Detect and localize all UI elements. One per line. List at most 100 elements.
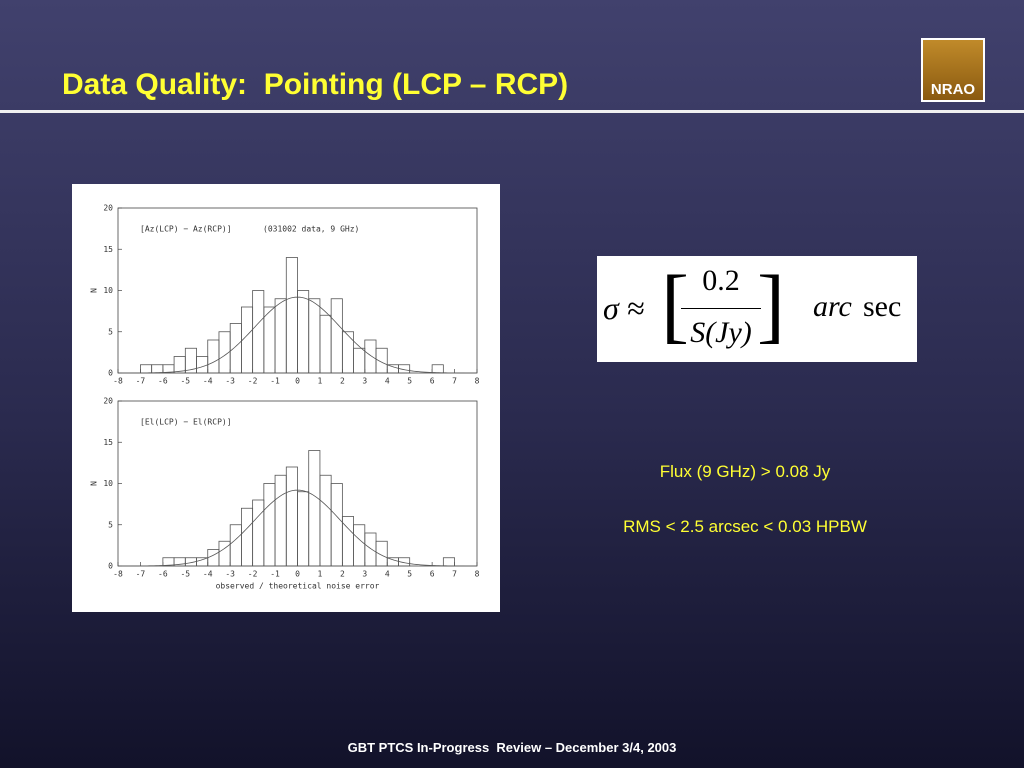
y-tick-label: 20 (103, 204, 113, 213)
x-tick-label: -5 (180, 570, 190, 579)
x-tick-label: 2 (340, 570, 345, 579)
x-tick-label: 4 (385, 377, 390, 386)
footer: GBT PTCS In-Progress Review – December 3… (347, 740, 677, 755)
histogram-bar (151, 364, 164, 374)
histogram-bar (341, 331, 354, 374)
histogram-bar (442, 557, 455, 567)
histogram-bar (364, 339, 377, 374)
histogram-bar (274, 298, 287, 374)
x-tick-label: -2 (248, 377, 258, 386)
histogram-bar (207, 549, 220, 567)
formula: σ ≈ [ ] 0.2 S(Jy) arc sec (597, 256, 917, 362)
title-rule (0, 110, 1024, 113)
histogram-bar (308, 298, 321, 374)
y-tick-label: 20 (103, 397, 113, 406)
x-tick-label: 7 (452, 377, 457, 386)
unit: sec (863, 290, 902, 323)
x-tick-label: -5 (180, 377, 190, 386)
fraction-bar (681, 308, 761, 309)
x-tick-label: 6 (430, 377, 435, 386)
x-tick-label: -3 (225, 377, 235, 386)
histogram-bar (319, 314, 332, 374)
y-tick-label: 5 (108, 327, 113, 336)
x-tick-label: -6 (158, 377, 168, 386)
histogram-bar (274, 474, 287, 567)
histogram-bar (319, 474, 332, 567)
x-tick-label: 0 (295, 570, 300, 579)
histogram-bar (252, 290, 265, 374)
histogram-bar (263, 483, 276, 567)
histogram-bar (431, 364, 444, 374)
histogram-bar (297, 290, 310, 374)
x-tick-label: -7 (136, 570, 146, 579)
note: Flux (9 GHz) > 0.08 Jy (659, 462, 831, 481)
annotation: [Az(LCP) − Az(RCP)] (140, 225, 232, 234)
histogram-bar (241, 306, 254, 374)
fit-curve (118, 296, 477, 374)
histogram-bar (196, 557, 209, 567)
histogram-bar (398, 364, 411, 374)
y-tick-label: 0 (108, 562, 113, 571)
histogram-bar (375, 347, 388, 374)
y-tick-label: 15 (103, 438, 113, 447)
x-tick-label: 3 (362, 570, 367, 579)
histogram-bar (353, 347, 366, 374)
x-tick-label: 8 (475, 377, 480, 386)
histogram-bar (196, 356, 209, 374)
histogram-bar (207, 339, 220, 374)
slide-title: Data Quality: Pointing (LCP – RCP) (62, 68, 569, 101)
x-tick-label: 0 (295, 377, 300, 386)
histogram-bar (364, 532, 377, 567)
x-tick-label: 7 (452, 570, 457, 579)
denominator: S(Jy) (690, 316, 752, 349)
y-tick-label: 5 (108, 520, 113, 529)
unit-italic: arc (813, 290, 852, 323)
histogram-bar (263, 306, 276, 374)
x-tick-label: -8 (113, 377, 123, 386)
histogram-bar (353, 524, 366, 567)
numerator: 0.2 (702, 264, 740, 297)
x-tick-label: 3 (362, 377, 367, 386)
histogram-bar (241, 507, 254, 567)
x-tick-label: -1 (270, 570, 280, 579)
histogram-bar (229, 323, 242, 374)
histogram-bar (398, 557, 411, 567)
histogram-bar (330, 483, 343, 567)
histogram-bar (252, 499, 265, 567)
histogram-bar (285, 466, 298, 567)
chart-panel: -8 -7 -6 -5 -4 -3 -2 -1 0 1 2 3 4 5 6 7 8 0 5 10 15 20 N [Az(LC… (72, 184, 500, 612)
x-tick-label: -8 (113, 570, 123, 579)
y-tick-label: 15 (103, 245, 113, 254)
x-tick-label: 2 (340, 377, 345, 386)
histogram-bar (308, 450, 321, 567)
x-tick-label: -1 (270, 377, 280, 386)
x-tick-label: -3 (225, 570, 235, 579)
annotation: (031002 data, 9 GHz) (263, 225, 359, 234)
histogram-bar (375, 540, 388, 567)
x-tick-label: 6 (430, 570, 435, 579)
histogram-bar (218, 540, 231, 567)
bracket: [ (661, 259, 689, 352)
histogram-bar (297, 491, 310, 567)
x-tick-label: -4 (203, 377, 213, 386)
x-tick-label: 8 (475, 570, 480, 579)
y-tick-label: 10 (103, 286, 113, 295)
bracket: ] (757, 259, 785, 352)
charts: -8 -7 -6 -5 -4 -3 -2 -1 0 1 2 3 4 5 6 7 805101520N[Az(LC… (90, 204, 480, 591)
x-tick-label: 5 (407, 570, 412, 579)
x-tick-label: 1 (318, 377, 323, 386)
x-tick-label: -4 (203, 570, 213, 579)
histogram-bar (386, 557, 399, 567)
y-tick-label: 0 (108, 369, 113, 378)
histogram-bar (330, 298, 343, 374)
x-tick-label: 5 (407, 377, 412, 386)
histogram-bar (386, 364, 399, 374)
y-axis-label: N (90, 481, 99, 486)
x-tick-label: -6 (158, 570, 168, 579)
annotation: [El(LCP) − El(RCP)] (140, 418, 232, 427)
x-tick-label: -7 (136, 377, 146, 386)
histogram-bar (140, 364, 153, 374)
x-tick-label: 4 (385, 570, 390, 579)
x-tick-label: 1 (318, 570, 323, 579)
